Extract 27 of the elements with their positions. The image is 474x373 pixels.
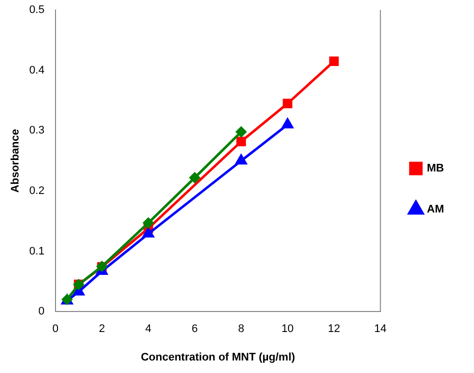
point [142,228,154,238]
point [236,126,246,138]
point [282,98,292,108]
legend-label: MB [426,162,444,175]
y-tick-label: 0.5 [29,4,44,16]
point [236,154,247,165]
x-tick-label: 0 [52,323,59,336]
y-tick-label: 0 [38,306,44,318]
x-tick-label: 2 [98,323,105,336]
point [189,172,200,183]
x-tick-label: 4 [145,323,152,336]
x-tick-label: 8 [238,323,244,336]
x-tick-label: 14 [374,323,387,336]
y-tick-label: 0.3 [29,124,44,137]
point [143,218,154,228]
y-axis-title: Absorbance [10,129,22,193]
y-tick-label: 0.4 [29,64,44,76]
legend-label: AM [426,204,444,216]
x-tick-label: 12 [328,323,340,336]
point [282,118,294,128]
point [329,56,339,66]
point [236,136,246,146]
x-tick-label: 6 [192,323,198,336]
y-tick-label: 0.1 [29,245,44,258]
x-axis-title: Concentration of MNT (µg/ml) [140,351,296,364]
x-tick-label: 10 [281,323,294,336]
y-tick-label: 0.2 [29,184,44,197]
